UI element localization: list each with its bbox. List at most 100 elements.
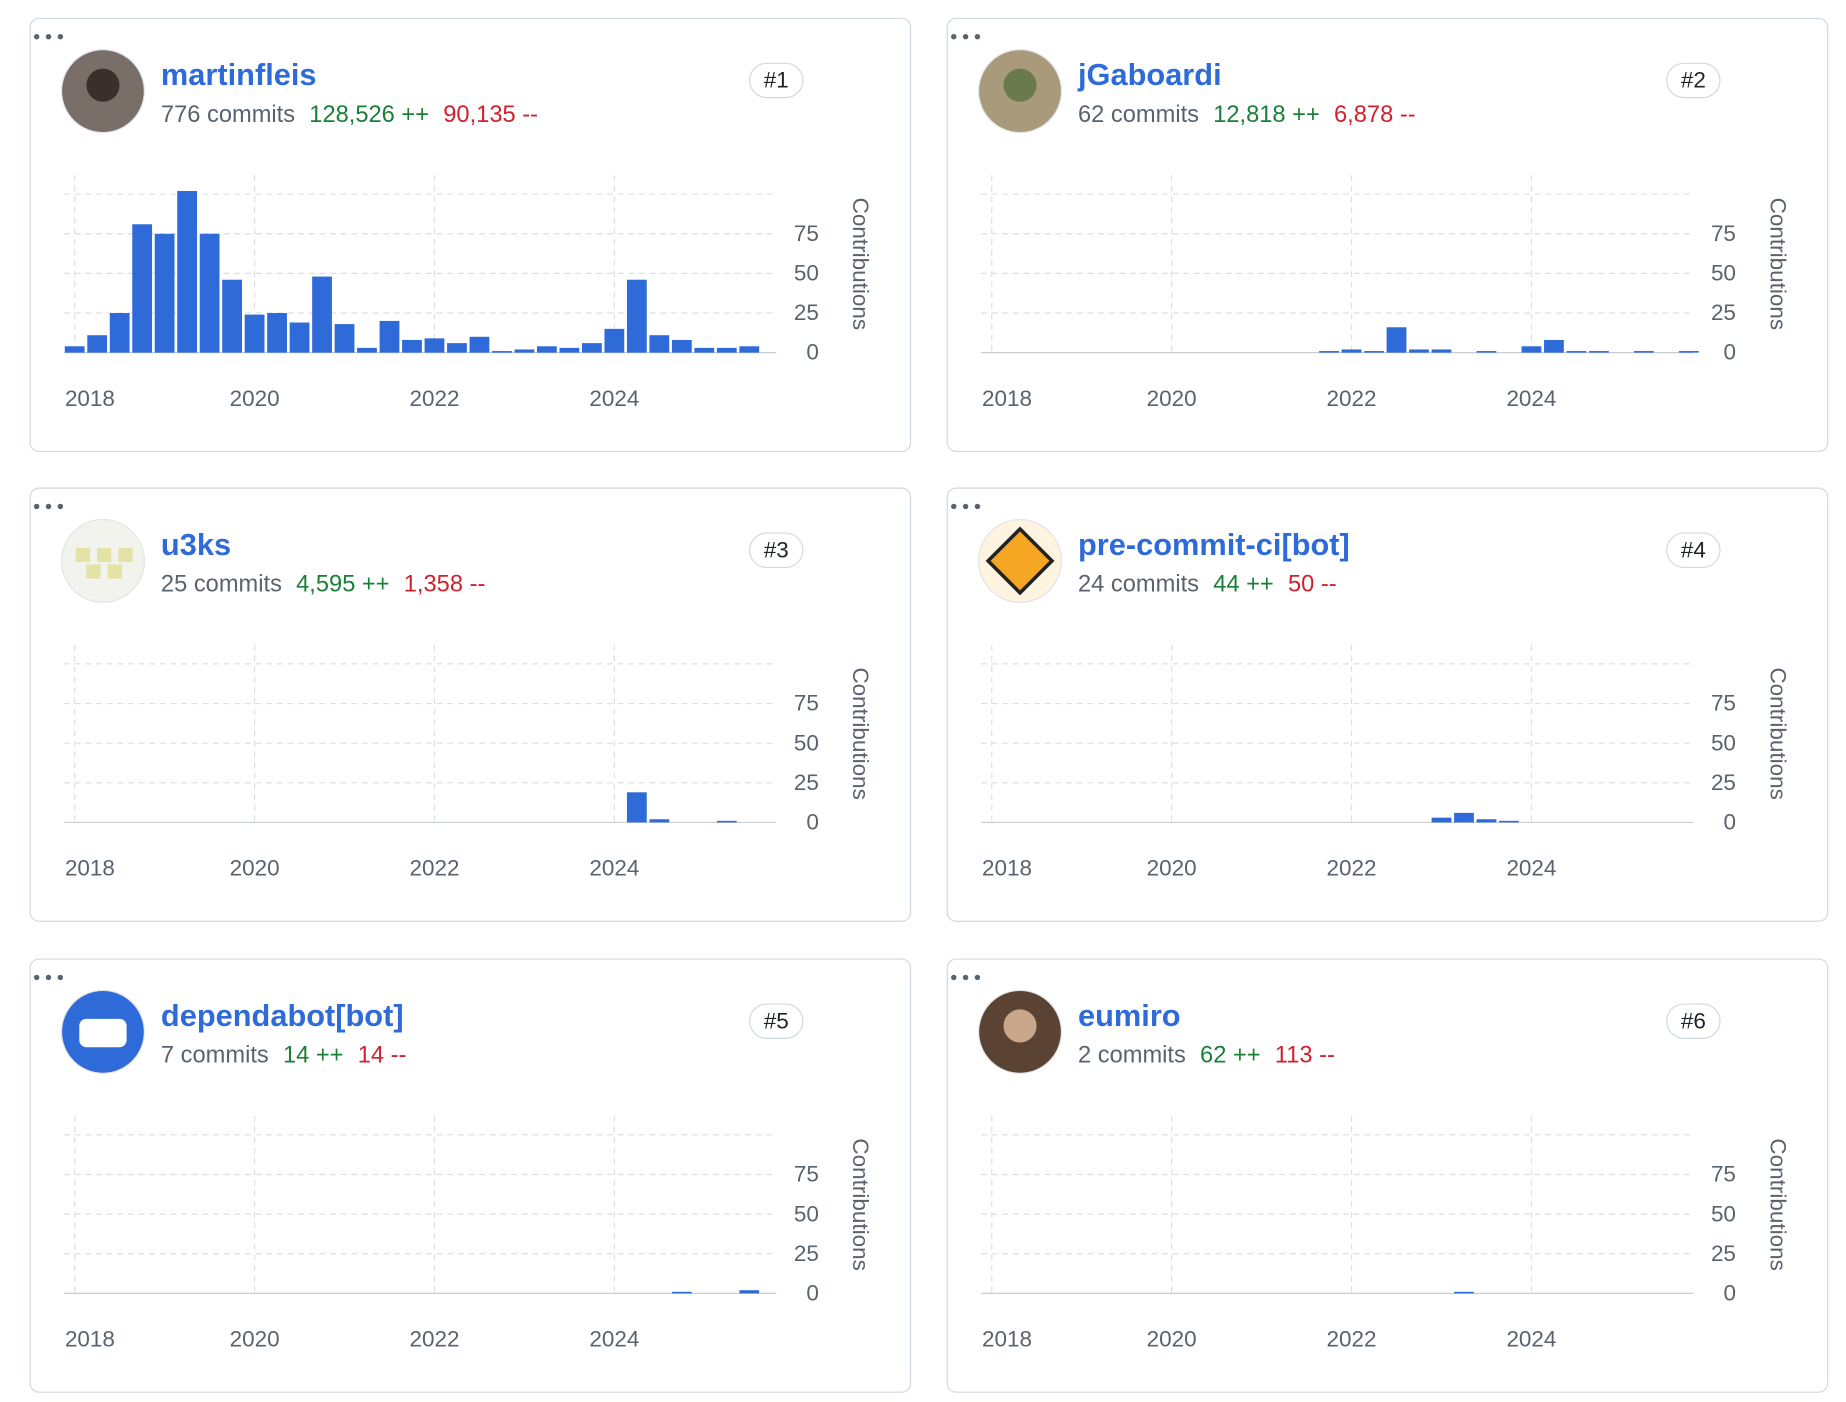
bar <box>1544 339 1564 353</box>
contributor-name[interactable]: dependabot[bot] <box>160 997 404 1034</box>
y-axis-label: Contributions <box>848 667 873 799</box>
contributor-name[interactable]: pre-commit-ci[bot] <box>1078 526 1350 563</box>
y-tick-label: 0 <box>806 1281 819 1306</box>
y-tick-label: 75 <box>1711 691 1736 716</box>
deletions: 6,878 -- <box>1334 101 1416 128</box>
x-tick-label: 2018 <box>65 386 115 411</box>
y-axis-label: Contributions <box>1765 667 1790 799</box>
x-tick-label: 2022 <box>1327 1327 1377 1352</box>
more-dot <box>33 503 40 510</box>
more-dot <box>962 503 969 510</box>
x-tick-label: 2020 <box>1147 1327 1197 1352</box>
x-tick-label: 2022 <box>409 386 459 411</box>
bar <box>357 347 377 353</box>
rank-badge: #2 <box>1666 62 1721 99</box>
y-tick-label: 50 <box>1711 730 1736 755</box>
more-dot <box>951 33 957 40</box>
chart: 0 25 50 75 2018 2020 2022 2024 Contributions <box>978 518 1790 881</box>
more-button[interactable] <box>948 489 983 524</box>
more-button[interactable] <box>31 960 66 995</box>
more-button[interactable] <box>31 489 66 524</box>
commit-count: 62 commits <box>1078 101 1200 128</box>
x-tick-label: 2020 <box>1147 386 1197 411</box>
x-tick-label: 2024 <box>1506 856 1556 881</box>
x-tick-label: 2024 <box>589 856 639 881</box>
y-tick-label: 50 <box>794 730 819 755</box>
contributor-stats: 25 commits 4,595 ++ 1,358 -- <box>161 572 500 599</box>
y-tick-label: 75 <box>794 691 819 716</box>
avatar-icon <box>75 547 90 563</box>
more-dot <box>45 503 52 510</box>
x-tick-label: 2018 <box>982 386 1032 411</box>
bar <box>154 233 175 353</box>
y-tick-label: 0 <box>1723 340 1736 365</box>
deletions: 113 -- <box>1274 1042 1335 1069</box>
bar <box>1454 812 1474 823</box>
contributor-stats: 24 commits 44 ++ 50 -- <box>1078 572 1351 599</box>
y-tick-label: 50 <box>794 261 819 286</box>
contributor-stats: 62 commits 12,818 ++ 6,878 -- <box>1078 102 1430 129</box>
contributor-stats: 7 commits 14 ++ 14 -- <box>161 1043 421 1070</box>
avatar-icon <box>1003 1009 1037 1043</box>
x-tick-label: 2018 <box>65 1327 115 1352</box>
bar <box>199 233 220 353</box>
bar <box>1633 351 1654 353</box>
bar <box>64 346 85 353</box>
contributor-card: 0 25 50 75 2018 2020 2022 2024 Contributions jGab… <box>946 17 1829 453</box>
bar <box>1476 351 1497 353</box>
x-tick-label: 2020 <box>230 386 280 411</box>
additions: 4,595 ++ <box>296 571 390 598</box>
more-dot <box>962 33 969 40</box>
more-dot <box>45 974 52 981</box>
more-dot <box>57 974 64 981</box>
y-axis-label: Contributions <box>1765 198 1790 330</box>
rank-badge: #3 <box>749 532 804 568</box>
x-tick-label: 2024 <box>589 1327 639 1352</box>
additions: 128,526 ++ <box>309 101 430 128</box>
y-tick-label: 25 <box>1711 770 1736 795</box>
bar <box>514 349 535 353</box>
bar <box>626 792 647 823</box>
more-dot <box>974 503 981 510</box>
avatar-icon <box>118 547 133 563</box>
contributor-name[interactable]: u3ks <box>160 526 232 563</box>
more-dot <box>57 33 64 40</box>
additions: 62 ++ <box>1200 1042 1261 1069</box>
y-tick-label: 25 <box>794 770 819 795</box>
contributor-name[interactable]: martinfleis <box>160 56 317 93</box>
x-tick-label: 2022 <box>1327 386 1377 411</box>
contributor-name[interactable]: jGaboardi <box>1078 56 1222 93</box>
rank-badge: #1 <box>749 62 804 99</box>
bar <box>1364 351 1384 353</box>
y-tick-label: 75 <box>1711 221 1736 246</box>
x-tick-label: 2024 <box>1506 386 1556 411</box>
contributor-name[interactable]: eumiro <box>1078 997 1181 1034</box>
y-tick-label: 0 <box>806 340 819 365</box>
avatar-icon <box>79 1018 127 1048</box>
bar <box>334 324 355 353</box>
bar <box>1454 1291 1474 1294</box>
y-tick-label: 0 <box>1723 810 1736 835</box>
x-tick-label: 2020 <box>230 856 280 881</box>
commit-count: 25 commits <box>160 571 282 598</box>
more-button[interactable] <box>948 19 983 54</box>
bar <box>1386 327 1407 353</box>
y-axis-label: Contributions <box>848 1138 873 1270</box>
commit-count: 7 commits <box>160 1042 269 1069</box>
more-dot <box>962 974 969 981</box>
chart: 0 25 50 75 2018 2020 2022 2024 Contributions <box>978 989 1790 1352</box>
x-tick-label: 2018 <box>982 1327 1032 1352</box>
more-button[interactable] <box>31 19 66 54</box>
avatar-icon <box>985 526 1055 596</box>
y-tick-label: 50 <box>1711 1201 1736 1226</box>
bar <box>267 313 287 353</box>
more-button[interactable] <box>948 960 983 995</box>
y-tick-label: 50 <box>794 1201 819 1226</box>
more-dot <box>33 974 40 981</box>
chart: 0 25 50 75 2018 2020 2022 2024 Contributions <box>60 49 873 411</box>
bar <box>1409 349 1429 353</box>
bar <box>1521 346 1542 353</box>
bar <box>469 336 490 353</box>
avatar-icon <box>1003 68 1037 102</box>
